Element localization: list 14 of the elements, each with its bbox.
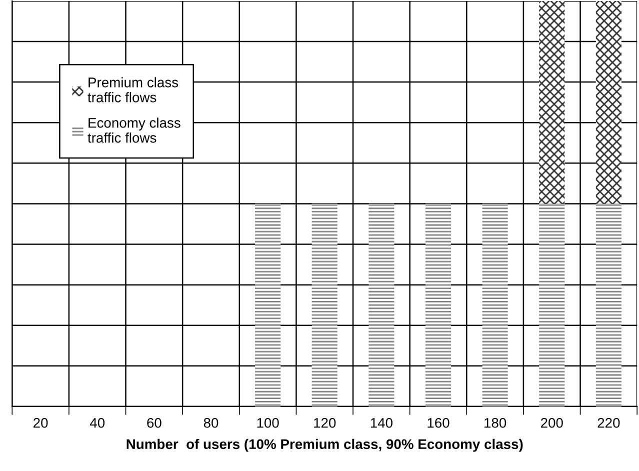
x-axis-title: Number of users (10% Premium class, 90% Economy class) <box>126 438 523 452</box>
x-tick-label: 160 <box>428 418 450 428</box>
legend-label: Economy class traffic flows <box>88 118 180 143</box>
x-tick-label: 80 <box>204 418 218 428</box>
x-tick-label: 40 <box>90 418 105 428</box>
x-tick-label: 140 <box>370 418 392 428</box>
legend-label: Premium class traffic flows <box>88 77 178 102</box>
x-tick-label: 100 <box>257 418 279 428</box>
x-tick-label: 60 <box>147 418 162 428</box>
x-tick-label: 220 <box>598 418 620 428</box>
x-tick-label: 20 <box>34 418 48 428</box>
x-tick-label: 200 <box>540 418 563 428</box>
x-tick-label: 180 <box>484 418 506 428</box>
x-tick-label: 120 <box>314 418 336 428</box>
